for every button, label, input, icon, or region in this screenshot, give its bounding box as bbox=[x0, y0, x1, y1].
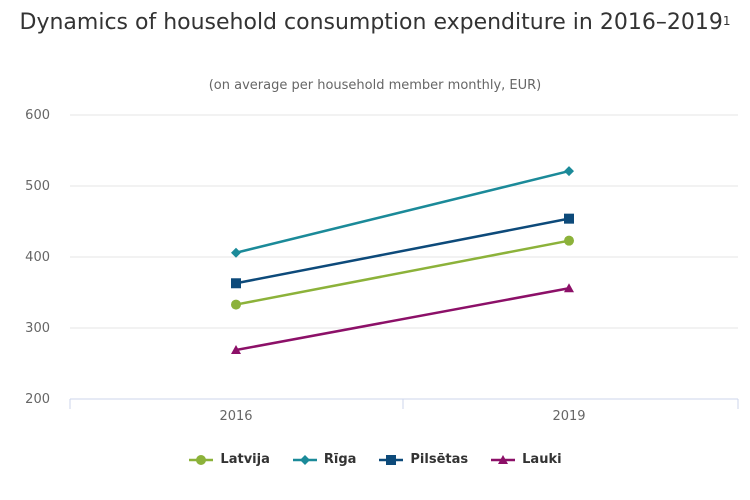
legend-marker bbox=[498, 454, 509, 464]
series-line bbox=[235, 169, 570, 254]
x-tick-label: 2019 bbox=[552, 409, 585, 424]
series-line bbox=[235, 217, 570, 285]
legend: Latvija Rīga Pilsētas Lauki bbox=[0, 452, 750, 467]
data-point bbox=[564, 213, 574, 224]
chart-title: Dynamics of household consumption expend… bbox=[0, 10, 750, 36]
y-tick-label: 500 bbox=[25, 179, 50, 194]
chart-subtitle: (on average per household member monthly… bbox=[208, 78, 542, 93]
series-lauki bbox=[231, 283, 574, 355]
data-point bbox=[231, 247, 241, 258]
x-tick-label: 2016 bbox=[219, 409, 252, 424]
legend-symbol-icon bbox=[491, 454, 516, 464]
data-point bbox=[231, 299, 241, 310]
y-tick-label: 400 bbox=[25, 250, 50, 265]
legend-item[interactable]: Latvija bbox=[188, 452, 270, 467]
series-line bbox=[235, 287, 570, 352]
series-pilsētas bbox=[231, 213, 574, 289]
legend-symbol-icon bbox=[292, 454, 317, 465]
legend-marker bbox=[386, 454, 397, 465]
data-point bbox=[231, 278, 241, 289]
legend-label: Latvija bbox=[220, 452, 270, 467]
legend-marker bbox=[299, 454, 310, 465]
title-footnote: 1 bbox=[722, 14, 731, 28]
data-point bbox=[231, 345, 241, 355]
series-line bbox=[235, 239, 570, 306]
data-point bbox=[564, 235, 574, 246]
chart-title-text: Dynamics of household consumption expend… bbox=[19, 10, 723, 35]
series-latvija bbox=[231, 235, 574, 310]
y-tick-label: 200 bbox=[25, 392, 50, 407]
legend-label: Rīga bbox=[323, 452, 357, 467]
legend-item[interactable]: Rīga bbox=[292, 452, 357, 467]
legend-marker bbox=[196, 454, 207, 465]
legend-label: Lauki bbox=[522, 452, 562, 467]
data-point bbox=[564, 166, 574, 177]
legend-label: Pilsētas bbox=[410, 452, 469, 467]
legend-symbol-icon bbox=[189, 454, 214, 465]
series-rīga bbox=[231, 166, 574, 258]
y-tick-label: 600 bbox=[25, 108, 50, 123]
legend-symbol-icon bbox=[379, 454, 404, 465]
data-point bbox=[564, 283, 574, 293]
legend-item[interactable]: Pilsētas bbox=[378, 452, 468, 467]
legend-item[interactable]: Lauki bbox=[490, 452, 562, 467]
y-tick-label: 300 bbox=[25, 321, 50, 336]
